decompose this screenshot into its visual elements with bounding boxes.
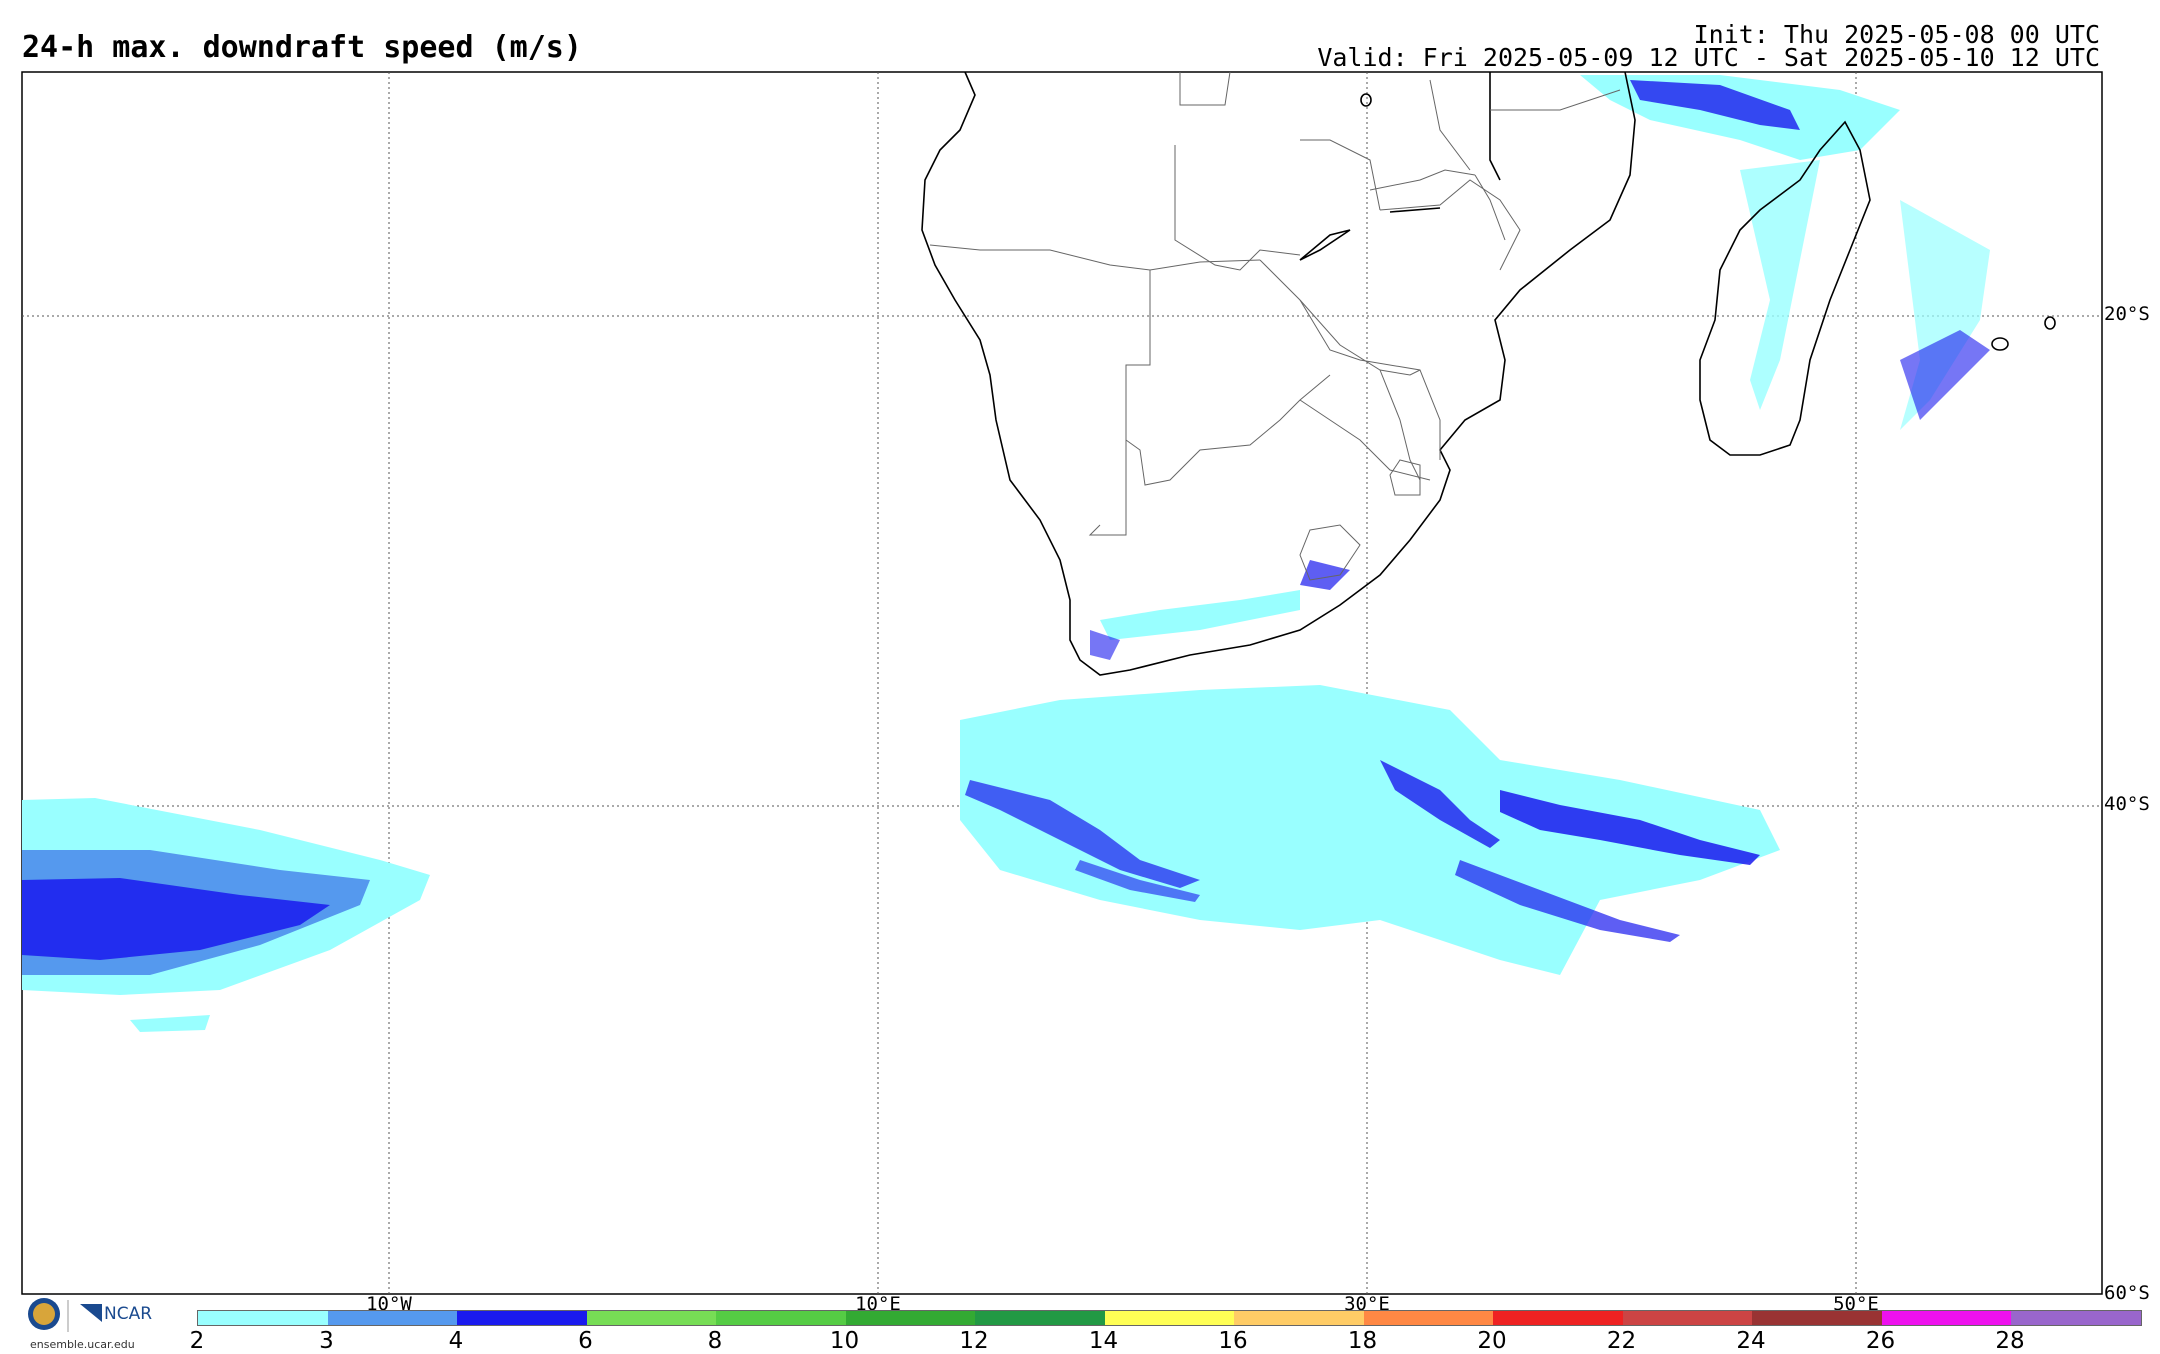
colorbar-segment (1104, 1311, 1234, 1325)
colorbar-segment (457, 1311, 587, 1325)
lat-label-20s: 20°S (2104, 303, 2150, 325)
ncar-label: NCAR (104, 1304, 153, 1324)
nsf-ncar-logo (28, 1298, 102, 1332)
colorbar-segment (2011, 1311, 2141, 1325)
lat-label-40s: 40°S (2104, 793, 2150, 815)
colorbar-tick-label: 26 (1865, 1328, 1896, 1354)
colorbar-tick-label: 6 (578, 1328, 593, 1354)
colorbar-tick-label: 16 (1218, 1328, 1248, 1354)
lon-label-10w: 10°W (366, 1293, 412, 1315)
colorbar-tick-label: 18 (1347, 1328, 1378, 1354)
colorbar-tick-label: 12 (959, 1328, 989, 1354)
colorbar (197, 1310, 2142, 1326)
country-borders (929, 71, 1621, 581)
colorbar-segment (716, 1311, 846, 1325)
colorbar-tick-label: 10 (829, 1328, 860, 1354)
colorbar-segment (1881, 1311, 2011, 1325)
colorbar-segment (1752, 1311, 1882, 1325)
colorbar-tick-label: 20 (1477, 1328, 1507, 1354)
coastlines (921, 71, 2056, 676)
lat-label-60s: 60°S (2104, 1282, 2150, 1304)
colorbar-tick-label: 28 (1995, 1328, 2025, 1354)
map-frame (21, 71, 2103, 1295)
colorbar-tick-label: 8 (707, 1328, 723, 1354)
downdraft-field-madagascar (1090, 75, 1990, 660)
lon-label-50e: 50°E (1833, 1293, 1879, 1315)
colorbar-segment (1234, 1311, 1364, 1325)
colorbar-segment (975, 1311, 1105, 1325)
downdraft-field-west (22, 798, 430, 1032)
colorbar-tick-label: 22 (1606, 1328, 1637, 1354)
ncar-logo-icon (80, 1304, 102, 1322)
map-title: 24-h max. downdraft speed (m/s) (22, 30, 582, 65)
lon-label-30e: 30°E (1344, 1293, 1390, 1315)
colorbar-segment (327, 1311, 457, 1325)
colorbar-segment (198, 1311, 328, 1325)
colorbar-tick-label: 2 (189, 1328, 205, 1354)
colorbar-tick-label: 4 (448, 1328, 464, 1354)
lon-label-10e: 10°E (855, 1293, 901, 1315)
colorbar-segment (845, 1311, 975, 1325)
downdraft-field-southern-ocean (960, 685, 1780, 975)
init-time: Init: Thu 2025-05-08 00 UTC (1693, 20, 2100, 49)
colorbar-tick-label: 3 (319, 1328, 334, 1354)
colorbar-segment (586, 1311, 716, 1325)
valid-time: Valid: Fri 2025-05-09 12 UTC - Sat 2025-… (1317, 43, 2100, 72)
colorbar-tick-label: 14 (1088, 1328, 1119, 1354)
ensemble-url: ensemble.ucar.edu (30, 1338, 135, 1351)
colorbar-segment (1363, 1311, 1493, 1325)
colorbar-segment (1622, 1311, 1752, 1325)
colorbar-tick-label: 24 (1736, 1328, 1766, 1354)
colorbar-segment (1493, 1311, 1623, 1325)
